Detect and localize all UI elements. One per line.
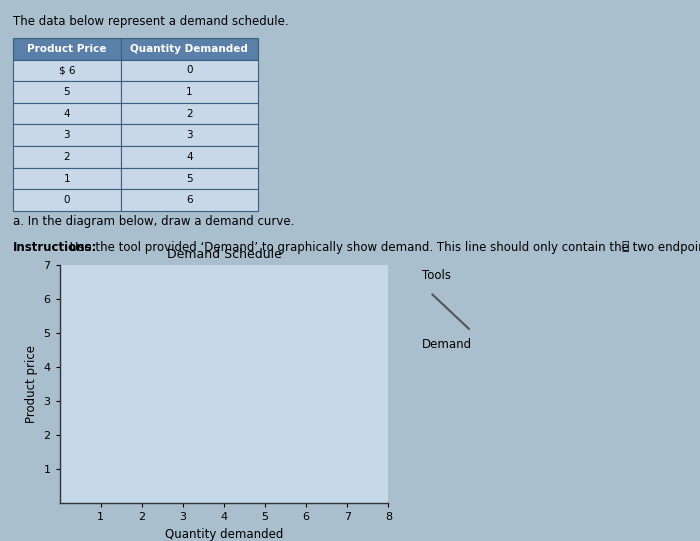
Bar xyxy=(13,168,121,189)
Text: Use the tool provided ‘Demand’ to graphically show demand. This line should only: Use the tool provided ‘Demand’ to graphi… xyxy=(66,241,700,254)
Bar xyxy=(121,81,258,103)
Text: 1: 1 xyxy=(64,174,70,183)
Bar xyxy=(121,60,258,81)
Text: 2: 2 xyxy=(64,152,70,162)
Text: 3: 3 xyxy=(186,130,193,140)
Bar xyxy=(13,60,121,81)
Bar xyxy=(13,81,121,103)
Title: Demand Schedule: Demand Schedule xyxy=(167,248,281,261)
Text: 4: 4 xyxy=(64,109,70,118)
Text: a. In the diagram below, draw a demand curve.: a. In the diagram below, draw a demand c… xyxy=(13,215,294,228)
Bar xyxy=(13,189,121,211)
X-axis label: Quantity demanded: Quantity demanded xyxy=(164,527,284,540)
Bar xyxy=(121,38,258,60)
Text: Tools: Tools xyxy=(421,269,451,282)
Y-axis label: Product price: Product price xyxy=(25,345,38,423)
Bar xyxy=(121,168,258,189)
Text: Quantity Demanded: Quantity Demanded xyxy=(130,44,248,54)
Text: ⓘ: ⓘ xyxy=(622,240,629,253)
Text: 2: 2 xyxy=(186,109,193,118)
Bar xyxy=(13,124,121,146)
Text: $ 6: $ 6 xyxy=(59,65,75,75)
Text: 3: 3 xyxy=(64,130,70,140)
Bar xyxy=(13,146,121,168)
Bar xyxy=(121,146,258,168)
Bar xyxy=(121,189,258,211)
Text: 6: 6 xyxy=(186,195,193,205)
Text: 0: 0 xyxy=(64,195,70,205)
Bar xyxy=(13,103,121,124)
Text: Instructions:: Instructions: xyxy=(13,241,97,254)
Bar xyxy=(13,38,121,60)
Text: The data below represent a demand schedule.: The data below represent a demand schedu… xyxy=(13,15,288,28)
Text: 0: 0 xyxy=(186,65,193,75)
Text: 4: 4 xyxy=(186,152,193,162)
Text: Demand: Demand xyxy=(421,338,472,351)
Text: 5: 5 xyxy=(186,174,193,183)
Text: 1: 1 xyxy=(186,87,193,97)
Bar xyxy=(121,103,258,124)
Bar xyxy=(121,124,258,146)
Text: 5: 5 xyxy=(64,87,70,97)
Text: Product Price: Product Price xyxy=(27,44,106,54)
